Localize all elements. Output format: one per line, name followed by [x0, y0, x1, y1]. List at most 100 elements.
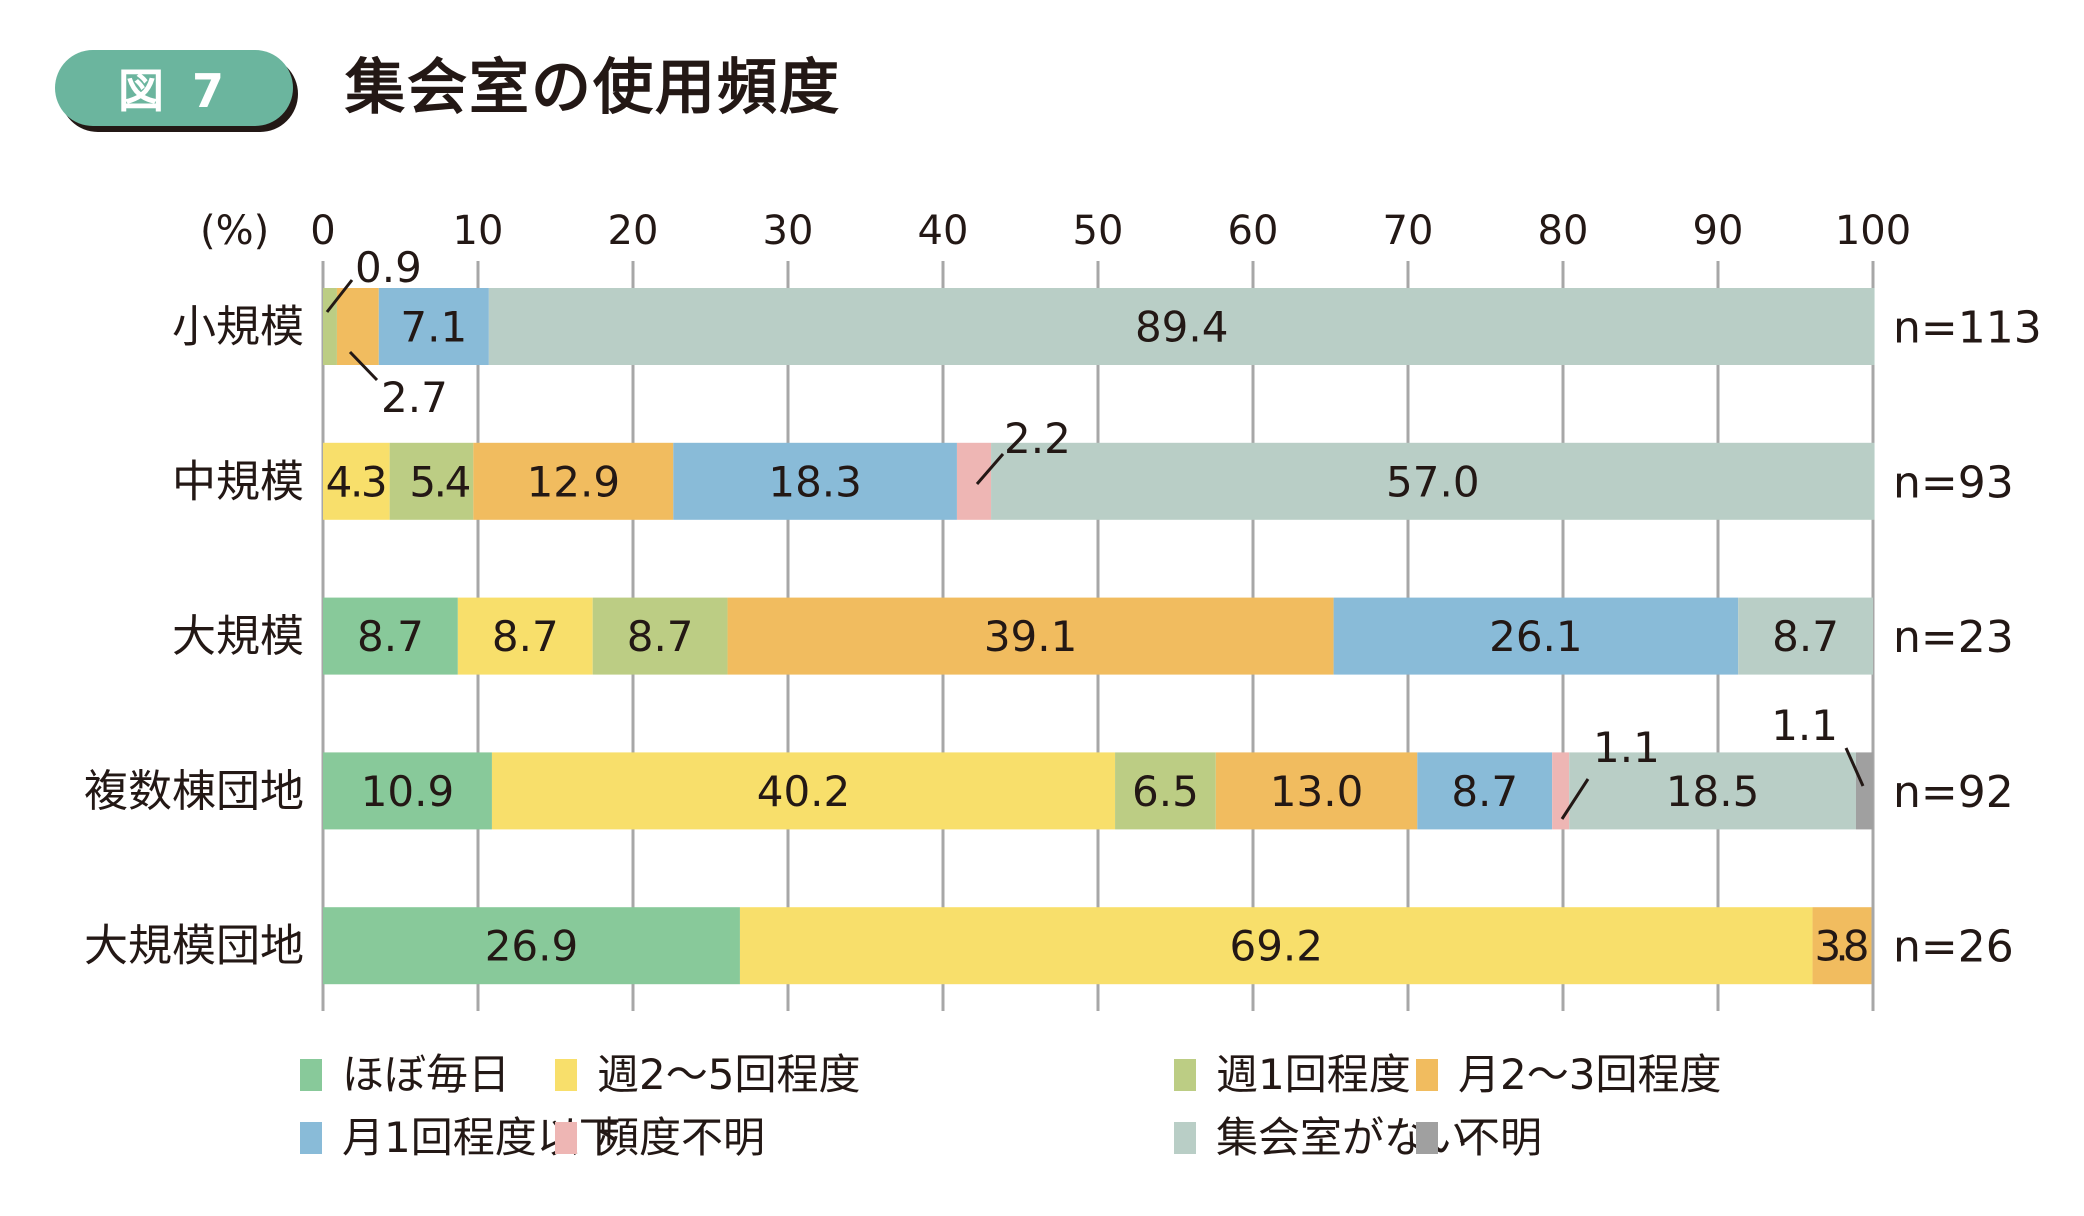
bar-segment: [491, 752, 1116, 830]
sample-size-label: n=93: [1893, 457, 2014, 508]
bar-segment: [1333, 597, 1739, 675]
bar-segment: [473, 442, 674, 520]
value-label: 10.9: [361, 767, 455, 816]
legend-item: 月2～3回程度: [1416, 1050, 1721, 1100]
value-label: 18.5: [1666, 767, 1760, 816]
x-tick-label: 80: [1538, 208, 1589, 254]
legend-label: 不明: [1458, 1113, 1543, 1162]
legend-swatch: [555, 1122, 577, 1154]
callout-line: [975, 453, 1005, 485]
category-label: 複数棟団地: [84, 766, 304, 817]
value-label: 3.8: [1815, 922, 1870, 971]
x-tick-label: 30: [763, 208, 814, 254]
bar-segment: [592, 597, 728, 675]
bar-segment: [389, 442, 474, 520]
legend-swatch: [1416, 1122, 1438, 1154]
value-label: 18.3: [768, 457, 862, 506]
bar-segment: [673, 442, 957, 520]
x-tick-label: 90: [1693, 208, 1744, 254]
legend-swatch: [555, 1059, 577, 1091]
bar-segment: [336, 288, 379, 365]
value-label: 4.3: [326, 457, 388, 506]
bar-segment: [323, 907, 740, 985]
legend-label: ほぼ毎日: [342, 1050, 511, 1099]
category-label: 中規模: [172, 456, 304, 507]
value-label: 5.4: [409, 457, 471, 506]
sample-size-label: n=92: [1893, 767, 2014, 818]
bar-segment: [457, 597, 593, 675]
value-label: 57.0: [1386, 457, 1480, 506]
legend-label: 週1回程度: [1216, 1050, 1411, 1099]
value-label: 13.0: [1270, 767, 1364, 816]
callout-line: [1844, 747, 1865, 787]
x-tick-label: 70: [1383, 208, 1434, 254]
value-label: 8.7: [492, 612, 559, 661]
value-labels: 0.9 2.7 7.1 89.4 4.3 5.4 12.9 18.3 2.2 57.0 8.7 8.7…: [326, 243, 1870, 971]
sample-size-labels: n=113 n=93 n=23 n=92 n=26: [1893, 303, 2042, 973]
value-label: 89.4: [1135, 303, 1229, 352]
bar-segment: [323, 752, 492, 830]
value-label: 6.5: [1132, 767, 1199, 816]
x-tick-label: 20: [608, 208, 659, 254]
legend-swatch: [300, 1122, 322, 1154]
legend-swatch: [1174, 1059, 1196, 1091]
bar-segment: [378, 288, 489, 365]
callout-line: [348, 350, 379, 382]
value-label: 8.7: [1451, 767, 1518, 816]
bar-segment: [1855, 752, 1873, 830]
bar-segment: [1215, 752, 1418, 830]
sample-size-label: n=113: [1893, 303, 2042, 354]
legend-label: 月2～3回程度: [1458, 1050, 1722, 1099]
value-label: 69.2: [1229, 922, 1323, 971]
chart-title: 集会室の使用頻度: [345, 53, 841, 123]
bar-segment: [488, 288, 1875, 365]
bars: [323, 288, 1875, 985]
legend-swatch: [1174, 1122, 1196, 1154]
legend-item: 週1回程度: [1174, 1050, 1411, 1100]
sample-size-label: n=23: [1893, 612, 2014, 663]
value-label: 26.1: [1489, 612, 1583, 661]
value-label: 8.7: [1772, 612, 1839, 661]
callout-line: [325, 279, 354, 313]
bar-segment: [956, 442, 992, 520]
value-label: 1.1: [1771, 701, 1838, 750]
bar-segment: [727, 597, 1334, 675]
legend-item: ほぼ毎日: [300, 1050, 510, 1100]
category-label: 大規模: [172, 611, 304, 662]
bar-segment: [323, 597, 458, 675]
bar-segment: [323, 442, 390, 520]
value-label: 2.7: [381, 373, 448, 422]
x-axis-ticks: (%) 0 10 20 30 40 50 60 70 80 90 100: [200, 208, 1911, 254]
value-label: 2.2: [1004, 414, 1071, 463]
value-label: 26.9: [485, 922, 579, 971]
bar-segment: [991, 442, 1875, 520]
bar-segment: [1738, 597, 1873, 675]
figure-number-badge: 図 7: [55, 50, 293, 126]
value-label: 12.9: [527, 457, 621, 506]
legend-item: 不明: [1416, 1113, 1542, 1163]
x-tick-label: 10: [453, 208, 504, 254]
bar-segment: [323, 288, 337, 365]
value-label: 40.2: [757, 767, 851, 816]
x-tick-label: 50: [1073, 208, 1124, 254]
value-label: 8.7: [357, 612, 424, 661]
bar-segment: [1552, 752, 1570, 830]
x-tick-label: 40: [918, 208, 969, 254]
value-label: 0.9: [355, 243, 422, 292]
bar-segment: [1812, 907, 1872, 985]
value-label: 7.1: [400, 303, 467, 352]
callout-line: [1560, 778, 1590, 820]
legend-label: 頻度不明: [597, 1113, 766, 1162]
unit-label: (%): [200, 208, 269, 254]
bar-segment: [1417, 752, 1553, 830]
legend-swatch: [300, 1059, 322, 1091]
legend-item: 頻度不明: [555, 1113, 765, 1163]
legend-item: 週2～5回程度: [555, 1050, 860, 1100]
bar-segment: [739, 907, 1813, 985]
value-label: 39.1: [984, 612, 1078, 661]
x-tick-label: 0: [310, 208, 335, 254]
x-tick-label: 100: [1835, 208, 1911, 254]
legend-label: 週2～5回程度: [597, 1050, 861, 1099]
